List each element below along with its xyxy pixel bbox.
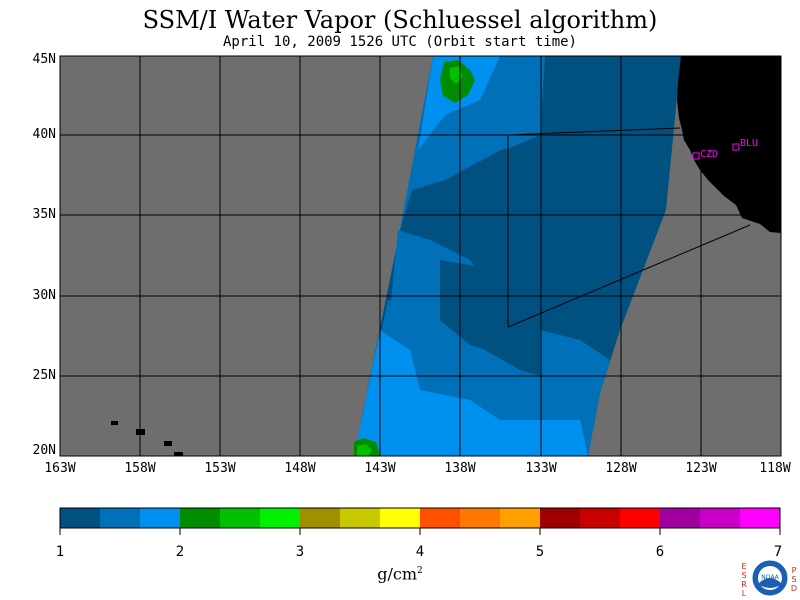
noaa-emblem: NOAA: [751, 559, 789, 597]
colorbar-segment: [700, 508, 741, 528]
logo-letter-l: L: [741, 589, 747, 598]
swath-dark-patch: [440, 260, 560, 360]
lon-label-153w: 153W: [204, 461, 236, 476]
esrl-psd-logo: E S R L NOAA P S D: [740, 558, 798, 598]
lat-lon-grid: [60, 56, 781, 456]
colorbar-tick-7: 7: [773, 544, 783, 560]
colorbar-tick-3: 3: [295, 544, 305, 560]
colorbar-segment: [500, 508, 541, 528]
colorbar-segment: [660, 508, 701, 528]
swath-east-mid: [540, 56, 681, 140]
colorbar-tick-6: 6: [655, 544, 665, 560]
colorbar-segment: [60, 508, 101, 528]
lon-label-148w: 148W: [284, 461, 316, 476]
colorbar-segment: [180, 508, 221, 528]
region-outline-diagonal: [507, 224, 751, 328]
noaa-emblem-text: NOAA: [761, 574, 779, 581]
lon-label-138w: 138W: [444, 461, 476, 476]
lat-label-45n: 45N: [32, 52, 56, 67]
lon-label-128w: 128W: [605, 461, 637, 476]
map-subtitle: April 10, 2009 1526 UTC (Orbit start tim…: [222, 34, 577, 50]
lon-label-133w: 133W: [525, 461, 557, 476]
lon-label-143w: 143W: [364, 461, 396, 476]
logo-letter-e: E: [741, 562, 747, 571]
logo-letter-p: P: [791, 566, 797, 575]
lon-label-163w: 163W: [44, 461, 76, 476]
map-title: SSM/I Water Vapor (Schluessel algorithm): [142, 6, 658, 34]
lon-label-158w: 158W: [124, 461, 156, 476]
colorbar-segment: [260, 508, 301, 528]
colorbar-unit: g/cm2: [360, 562, 440, 583]
colorbar-segment: [100, 508, 141, 528]
region-outline: [507, 127, 681, 327]
colorbar-ticks: [59, 528, 781, 535]
logo-letter-r: R: [741, 580, 747, 589]
colorbar-segment: [220, 508, 261, 528]
logo-letter-s2: S: [791, 575, 797, 584]
colorbar-tick-4: 4: [415, 544, 425, 560]
colorbar-segment: [420, 508, 461, 528]
lat-label-40n: 40N: [32, 127, 56, 142]
colorbar-segment: [380, 508, 421, 528]
colorbar-unit-base: g/cm: [377, 564, 418, 584]
colorbar-segment: [140, 508, 181, 528]
colorbar-tick-2: 2: [175, 544, 185, 560]
colorbar: [60, 508, 781, 528]
map-frame: [59, 55, 782, 457]
lat-label-20n: 20N: [32, 443, 56, 458]
lat-label-35n: 35N: [32, 207, 56, 222]
lon-label-118w: 118W: [759, 461, 791, 476]
logo-letter-d: D: [790, 584, 798, 593]
lat-label-30n: 30N: [32, 288, 56, 303]
colorbar-frame: [59, 507, 781, 529]
station-blu-label: BLU: [740, 138, 758, 149]
colorbar-segment: [540, 508, 581, 528]
logo-letter-s: S: [741, 571, 747, 580]
colorbar-segment: [340, 508, 381, 528]
bright-green-patch-south: [357, 444, 372, 456]
swath-high-south: [354, 330, 588, 456]
station-czd-marker: [692, 152, 700, 160]
swath-mid-east-stripe: [500, 56, 545, 150]
swath-mid-east-south: [540, 330, 610, 400]
land-west-coast: [677, 56, 781, 233]
colorbar-segment: [460, 508, 501, 528]
lon-label-123w: 123W: [685, 461, 717, 476]
station-blu-marker: [732, 143, 740, 151]
station-czd-label: CZD: [700, 149, 718, 160]
lat-label-25n: 25N: [32, 368, 56, 383]
colorbar-unit-exponent: 2: [417, 566, 423, 576]
colorbar-segment: [740, 508, 781, 528]
colorbar-segment: [620, 508, 661, 528]
colorbar-segment: [580, 508, 621, 528]
swath-high-north: [412, 56, 500, 190]
colorbar-tick-5: 5: [535, 544, 545, 560]
colorbar-segment: [300, 508, 341, 528]
colorbar-tick-1: 1: [55, 544, 65, 560]
map-panel: CZD BLU: [59, 55, 782, 457]
